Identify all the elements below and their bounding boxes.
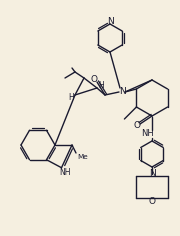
- Text: NH: NH: [142, 130, 154, 139]
- Text: O: O: [91, 75, 98, 84]
- Text: N: N: [149, 169, 155, 177]
- Text: O: O: [148, 197, 156, 206]
- Text: H: H: [98, 80, 104, 89]
- Text: O: O: [134, 122, 141, 131]
- Text: Me: Me: [77, 154, 88, 160]
- Text: N: N: [119, 88, 125, 97]
- Text: H: H: [68, 93, 74, 101]
- Text: NH: NH: [60, 168, 71, 177]
- Text: N: N: [107, 17, 113, 25]
